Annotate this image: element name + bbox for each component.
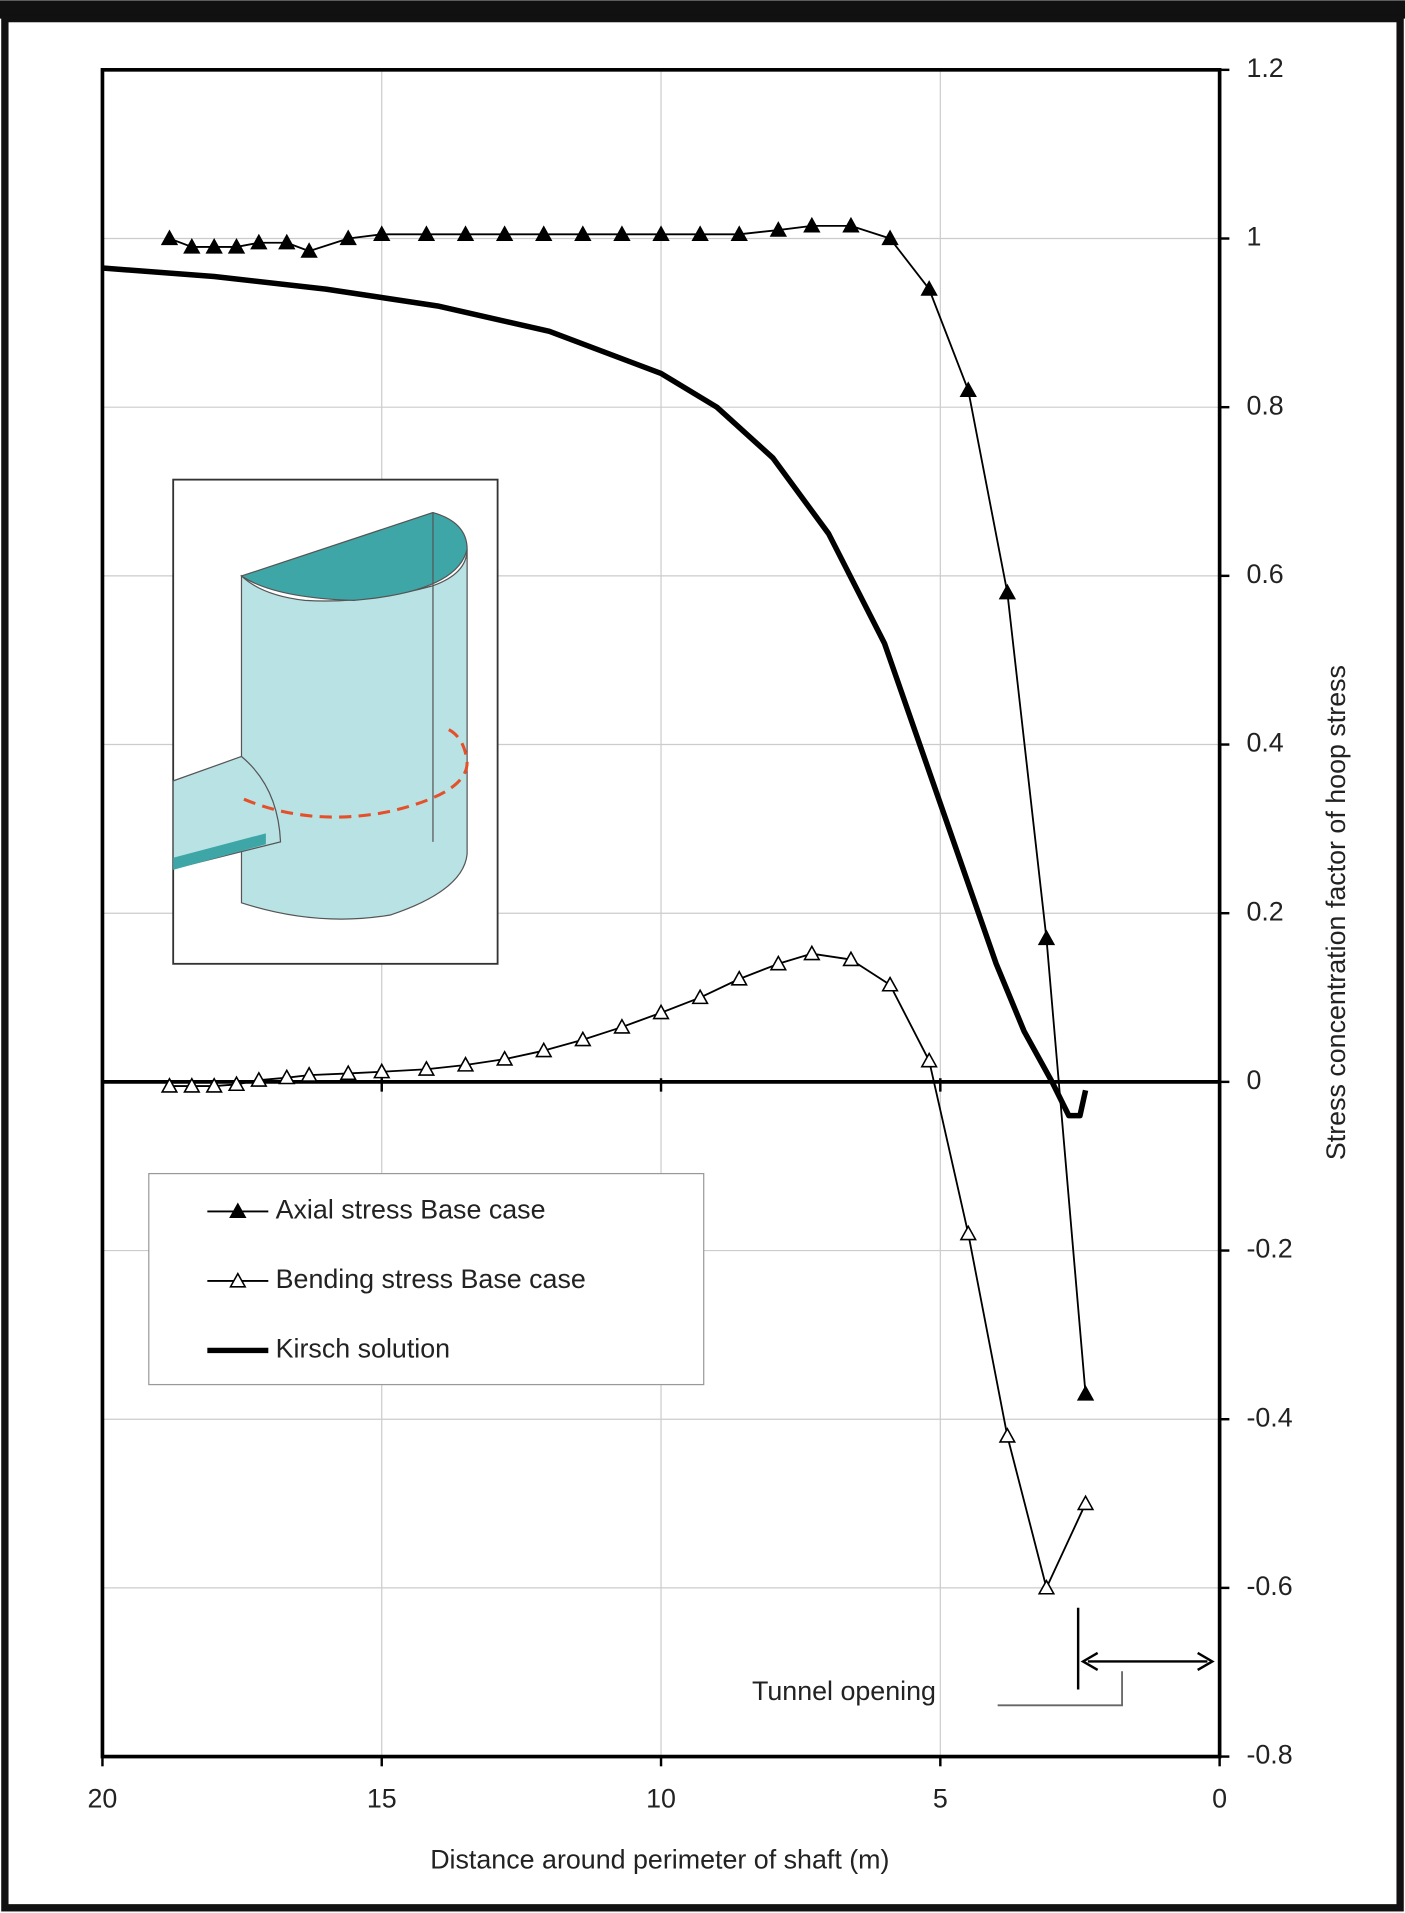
marker xyxy=(1078,1387,1093,1400)
y-axis-label: Stress concentration factor of hoop stre… xyxy=(1321,665,1351,1160)
y-tick-label: 1.2 xyxy=(1246,53,1283,83)
x-axis-label: Distance around perimeter of shaft (m) xyxy=(430,1845,889,1875)
marker xyxy=(1000,585,1015,598)
x-tick-label: 10 xyxy=(646,1784,676,1814)
marker xyxy=(1039,931,1054,944)
marker xyxy=(1000,1429,1015,1442)
chart: Axial stress Base case Bending stress Bas… xyxy=(0,0,1405,1913)
legend-label: Bending stress Base case xyxy=(276,1264,586,1294)
y-tick-label: 0.8 xyxy=(1246,390,1283,420)
marker xyxy=(805,946,820,959)
inset-diagram xyxy=(173,480,497,964)
legend-label: Kirsch solution xyxy=(276,1334,450,1364)
marker xyxy=(693,990,708,1003)
y-tick-label: 0.6 xyxy=(1246,559,1283,589)
marker xyxy=(1078,1496,1093,1509)
marker xyxy=(922,1053,937,1066)
y-tick-label: -0.2 xyxy=(1246,1234,1292,1264)
y-tick-label: 0 xyxy=(1246,1065,1261,1095)
marker xyxy=(883,978,898,991)
tunnel-annotation: Tunnel opening xyxy=(752,1608,1212,1706)
y-tick-label: -0.8 xyxy=(1246,1740,1292,1770)
y-tick-label: -0.4 xyxy=(1246,1402,1292,1432)
annotation: Tunnel opening xyxy=(752,1676,936,1706)
y-tick-label: 1 xyxy=(1246,222,1261,252)
marker xyxy=(961,383,976,396)
x-tick-label: 20 xyxy=(88,1784,118,1814)
y-tick-label: 0.4 xyxy=(1246,728,1283,758)
marker xyxy=(961,1226,976,1239)
marker xyxy=(732,972,747,985)
x-tick-label: 15 xyxy=(367,1784,397,1814)
marker xyxy=(654,1005,669,1018)
marker xyxy=(162,231,177,244)
marker xyxy=(1039,1581,1054,1594)
y-tick-label: 0.2 xyxy=(1246,896,1283,926)
legend: Axial stress Base case Bending stress Bas… xyxy=(149,1174,704,1385)
x-tick-label: 5 xyxy=(933,1784,948,1814)
marker xyxy=(615,1020,630,1033)
y-tick-label: -0.6 xyxy=(1246,1571,1292,1601)
x-tick-label: 0 xyxy=(1212,1784,1227,1814)
legend-label: Axial stress Base case xyxy=(276,1194,546,1224)
